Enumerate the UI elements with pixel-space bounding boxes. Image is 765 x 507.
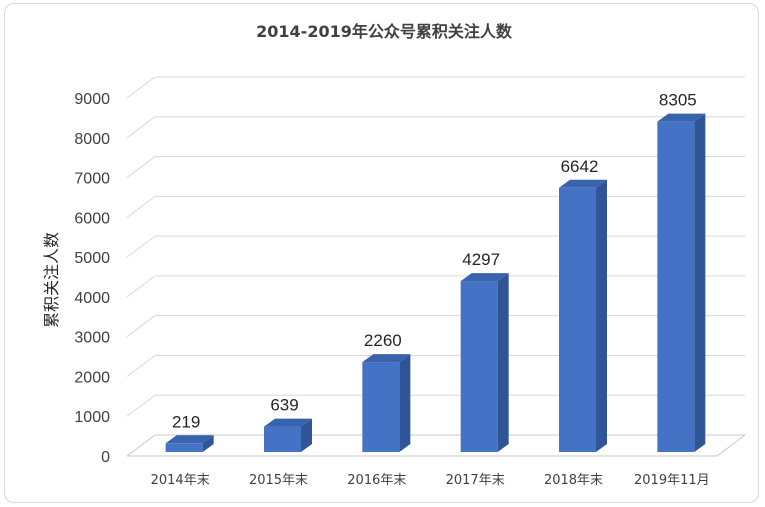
gridline [126, 315, 745, 338]
bar [165, 435, 214, 452]
bar-front [657, 121, 695, 452]
bar [657, 113, 706, 452]
bar-front [264, 426, 301, 452]
y-tick-label: 1000 [74, 409, 110, 426]
data-label: 8305 [659, 91, 697, 110]
bar-top [165, 435, 214, 444]
x-tick-label: 2017年末 [446, 473, 505, 488]
y-tick-label: 7000 [74, 171, 110, 188]
bar [559, 179, 607, 452]
y-tick-label: 3000 [74, 330, 110, 347]
gridline [126, 195, 745, 218]
data-label: 4297 [462, 250, 500, 269]
bar-side [301, 418, 312, 452]
bar-front [165, 443, 203, 452]
data-label: 2260 [364, 331, 402, 350]
data-label: 219 [172, 412, 200, 431]
bar-top [559, 179, 607, 188]
bar-side [596, 179, 607, 452]
gridline [126, 116, 745, 139]
x-tick-label: 2014年末 [151, 473, 210, 488]
y-tick-label: 8000 [74, 131, 110, 148]
y-axis-ticks: 0 1000 2000 3000 4000 5000 6000 7000 8000 9000 [74, 91, 110, 466]
bar-side [497, 273, 509, 452]
bar [362, 354, 411, 452]
bar [460, 273, 509, 452]
y-tick-label: 9000 [74, 91, 110, 108]
y-axis-label: 累积关注人数 [42, 232, 61, 328]
bar-top [657, 113, 706, 122]
bar-front [460, 281, 498, 452]
gridline [126, 76, 745, 99]
y-tick-label: 0 [101, 449, 110, 466]
bar-side [694, 113, 706, 452]
data-label: 639 [270, 396, 298, 415]
bar-top [264, 418, 312, 427]
data-label: 6642 [561, 157, 599, 176]
gridline [126, 275, 745, 298]
gridline [126, 434, 745, 457]
bar [264, 418, 312, 452]
gridline [126, 394, 745, 417]
x-axis-ticks: 2014年末 2015年末 2016年末 2017年末 2018年末 2019年11月 [151, 473, 710, 488]
bars [165, 113, 706, 452]
x-tick-label: 2016年末 [347, 473, 406, 488]
bar-front [559, 187, 596, 452]
floor-edge [127, 434, 746, 457]
bar-side [202, 435, 214, 452]
y-tick-label: 6000 [74, 210, 110, 227]
bar-top [362, 354, 411, 363]
x-tick-label: 2015年末 [249, 473, 308, 488]
y-tick-label: 2000 [74, 369, 110, 386]
bar-top [460, 273, 509, 282]
bar-side [399, 354, 411, 452]
chart-title: 2014-2019年公众号累积关注人数 [256, 22, 513, 41]
y-tick-label: 5000 [74, 250, 110, 267]
data-labels: 219 639 2260 4297 6642 8305 [172, 91, 697, 432]
bar-front [362, 362, 400, 452]
gridline [126, 235, 745, 258]
gridlines [126, 76, 746, 457]
y-tick-label: 4000 [74, 290, 110, 307]
x-tick-label: 2019年11月 [634, 473, 710, 488]
gridline [126, 156, 745, 178]
gridline [126, 354, 745, 377]
x-tick-label: 2018年末 [544, 473, 603, 488]
